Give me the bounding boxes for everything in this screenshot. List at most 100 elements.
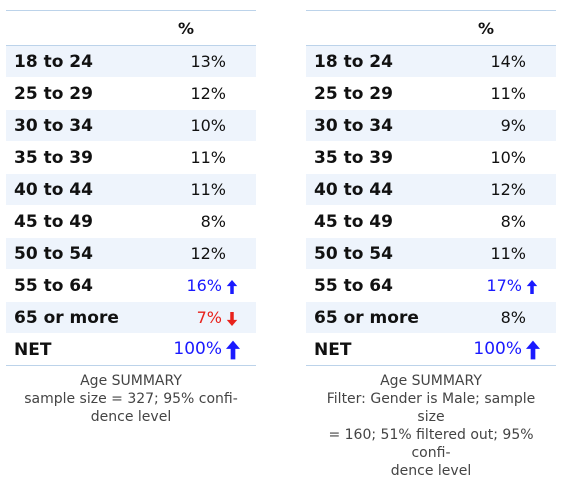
row-value: 8% <box>200 212 226 231</box>
row-value: 13% <box>190 52 226 71</box>
up-arrow-icon <box>226 280 238 294</box>
row-value-cell: 11% <box>432 77 556 110</box>
row-label: 50 to 54 <box>6 237 132 270</box>
table-body: 18 to 24 14% 25 to 29 11% 30 to 34 9% 35 to 39… <box>306 45 556 366</box>
up-arrow-icon <box>526 280 538 294</box>
caption-line: sample size = 327; 95% confi- <box>24 391 238 407</box>
row-value: 11% <box>490 84 526 103</box>
percent-column-header: % <box>132 10 256 46</box>
table-row: 45 to 49 8% <box>6 205 256 238</box>
row-value: 16% <box>186 275 222 295</box>
down-arrow-icon <box>226 312 238 326</box>
row-label: 65 or more <box>306 301 432 334</box>
table-row: 65 or more 8% <box>306 301 556 334</box>
table-caption: Age SUMMARY sample size = 327; 95% confi-… <box>6 372 256 426</box>
table-row: 40 to 44 11% <box>6 173 256 206</box>
row-value: 100% <box>173 339 222 360</box>
row-value: 9% <box>500 116 526 135</box>
row-value-cell: 10% <box>432 141 556 174</box>
table-header-row: % <box>306 10 556 46</box>
caption-line: Age SUMMARY <box>80 373 182 389</box>
age-summary-table-panel-2: % 18 to 24 14% 25 to 29 11% 30 to 34 9% 35 to … <box>306 10 556 480</box>
table-row: 55 to 64 16% <box>6 269 256 302</box>
table-row: NET 100% <box>306 333 556 366</box>
table-row: 50 to 54 12% <box>6 237 256 270</box>
age-summary-table-panel-1: % 18 to 24 13% 25 to 29 12% 30 to 34 10% 35 to… <box>6 10 256 426</box>
row-value: 100% <box>473 339 522 360</box>
table-row: 50 to 54 11% <box>306 237 556 270</box>
row-label: 18 to 24 <box>306 45 432 78</box>
row-label: 30 to 34 <box>306 109 432 142</box>
table-body: 18 to 24 13% 25 to 29 12% 30 to 34 10% 35 to 3… <box>6 45 256 366</box>
row-value-cell: 16% <box>132 269 256 302</box>
table-row: 35 to 39 10% <box>306 141 556 174</box>
row-label: 18 to 24 <box>6 45 132 78</box>
table-row: 18 to 24 14% <box>306 45 556 78</box>
table-header-row: % <box>6 10 256 46</box>
row-value: 12% <box>190 84 226 103</box>
row-label: 35 to 39 <box>6 141 132 174</box>
table-row: 25 to 29 12% <box>6 77 256 110</box>
table-row: 55 to 64 17% <box>306 269 556 302</box>
row-label-header <box>6 10 132 46</box>
row-label: NET <box>6 333 132 366</box>
row-value-cell: 12% <box>132 77 256 110</box>
table-row: 18 to 24 13% <box>6 45 256 78</box>
row-value-cell: 11% <box>432 237 556 270</box>
caption-line: dence level <box>390 463 472 479</box>
row-value-cell: 13% <box>132 45 256 78</box>
row-label: 45 to 49 <box>306 205 432 238</box>
table-row: NET 100% <box>6 333 256 366</box>
row-value-cell: 17% <box>432 269 556 302</box>
age-summary-table: % 18 to 24 13% 25 to 29 12% 30 to 34 10% 35 to… <box>6 10 256 366</box>
row-value-cell: 12% <box>132 237 256 270</box>
row-label: 25 to 29 <box>6 77 132 110</box>
row-label: NET <box>306 333 432 366</box>
row-value: 12% <box>190 244 226 263</box>
row-label: 30 to 34 <box>6 109 132 142</box>
row-value-cell: 11% <box>132 173 256 206</box>
row-label-header <box>306 10 432 46</box>
row-value-cell: 8% <box>432 205 556 238</box>
row-value: 12% <box>490 180 526 199</box>
table-row: 30 to 34 9% <box>306 109 556 142</box>
row-value: 8% <box>500 212 526 231</box>
row-value: 8% <box>500 308 526 327</box>
row-value: 17% <box>486 275 522 295</box>
row-label: 25 to 29 <box>306 77 432 110</box>
row-value-cell: 7% <box>132 301 256 334</box>
row-label: 35 to 39 <box>306 141 432 174</box>
table-row: 65 or more 7% <box>6 301 256 334</box>
row-value-cell: 100% <box>132 333 256 366</box>
row-value-cell: 11% <box>132 141 256 174</box>
percent-column-header: % <box>432 10 556 46</box>
row-value: 11% <box>490 244 526 263</box>
caption-line: Filter: Gender is Male; sample size <box>326 391 536 425</box>
table-row: 30 to 34 10% <box>6 109 256 142</box>
up-arrow-icon <box>526 340 540 360</box>
row-label: 50 to 54 <box>306 237 432 270</box>
row-value-cell: 8% <box>132 205 256 238</box>
age-summary-table-filtered: % 18 to 24 14% 25 to 29 11% 30 to 34 9% 35 to … <box>306 10 556 366</box>
row-value: 7% <box>196 307 222 327</box>
row-label: 45 to 49 <box>6 205 132 238</box>
row-label: 40 to 44 <box>6 173 132 206</box>
caption-line: Age SUMMARY <box>380 373 482 389</box>
table-caption: Age SUMMARY Filter: Gender is Male; sampl… <box>306 372 556 480</box>
row-value: 10% <box>490 148 526 167</box>
caption-line: = 160; 51% filtered out; 95% confi- <box>328 427 534 461</box>
table-row: 45 to 49 8% <box>306 205 556 238</box>
row-value-cell: 9% <box>432 109 556 142</box>
row-value-cell: 14% <box>432 45 556 78</box>
table-row: 35 to 39 11% <box>6 141 256 174</box>
row-label: 55 to 64 <box>306 269 432 302</box>
row-label: 65 or more <box>6 301 132 334</box>
row-value: 14% <box>490 52 526 71</box>
table-row: 40 to 44 12% <box>306 173 556 206</box>
row-value-cell: 10% <box>132 109 256 142</box>
row-label: 55 to 64 <box>6 269 132 302</box>
row-value-cell: 100% <box>432 333 556 366</box>
row-value: 10% <box>190 116 226 135</box>
row-value-cell: 12% <box>432 173 556 206</box>
up-arrow-icon <box>226 340 240 360</box>
